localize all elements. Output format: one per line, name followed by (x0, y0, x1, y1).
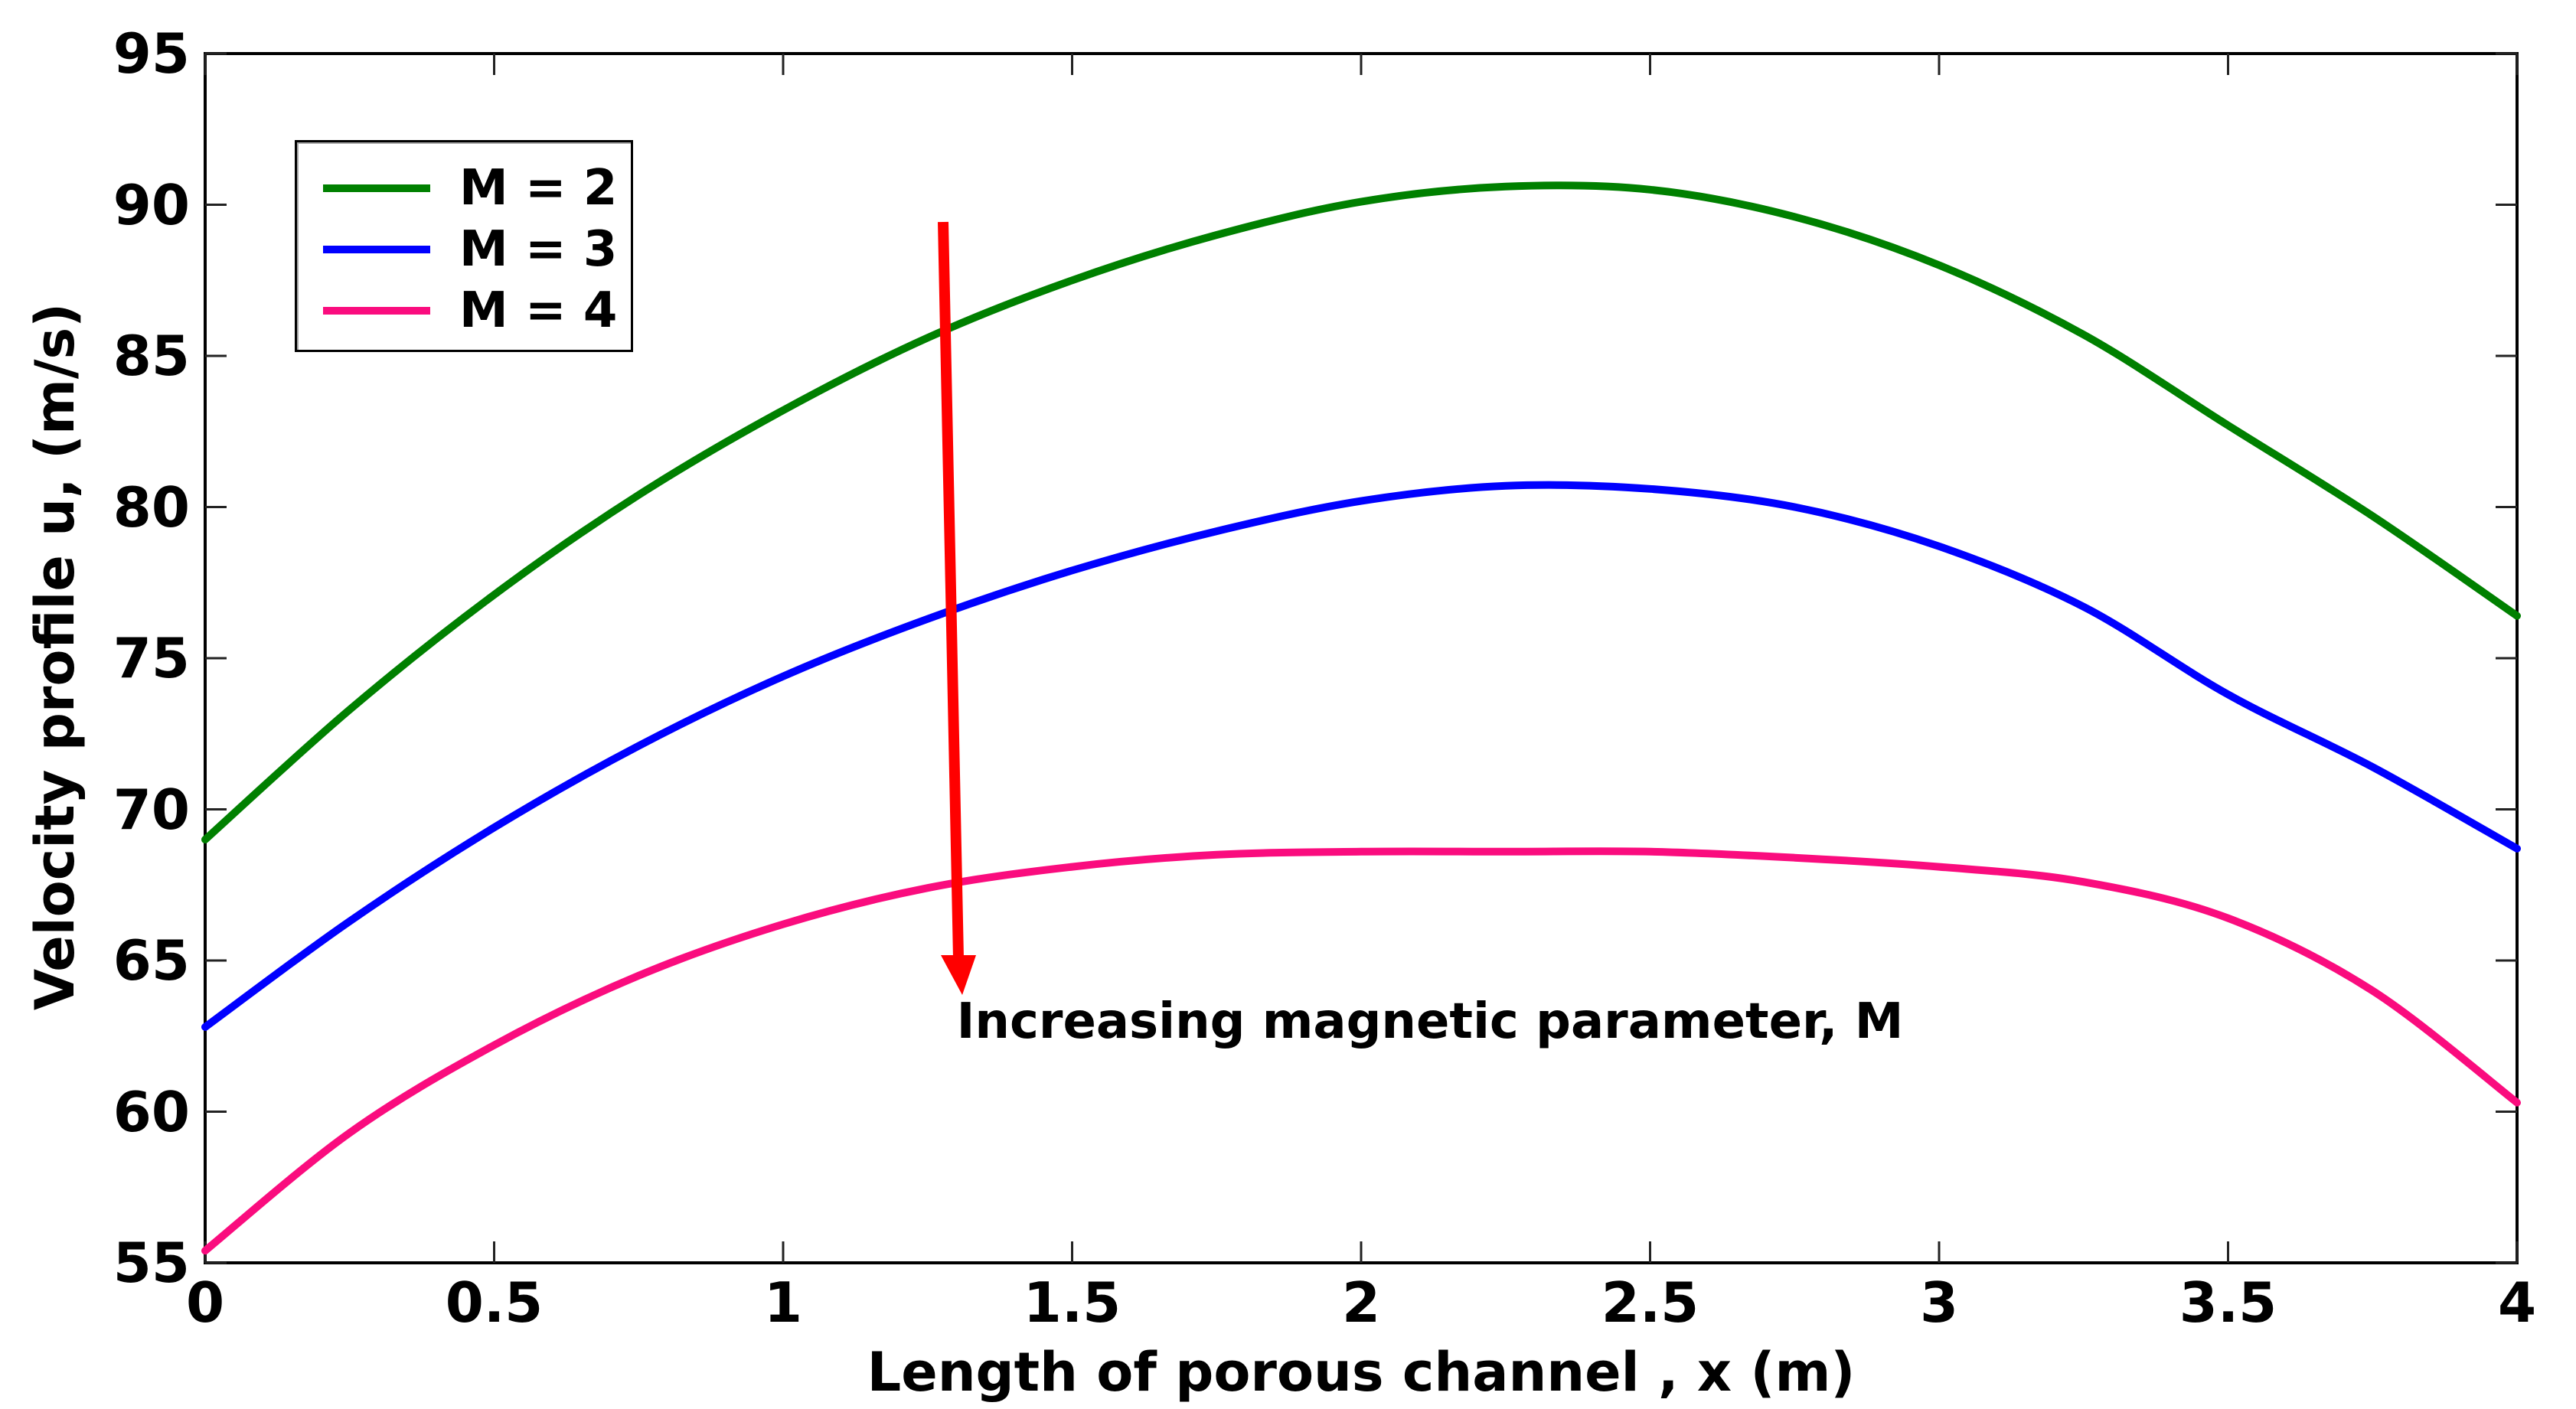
curve-m3 (201, 481, 2521, 1031)
legend-line-m2-swatch (323, 184, 430, 192)
x-tick-label: 0.5 (445, 1270, 544, 1335)
x-tick-label: 2 (1341, 1270, 1381, 1335)
y-tick-label: 95 (113, 21, 190, 86)
x-tick-label: 2.5 (1601, 1270, 1699, 1335)
legend-label-m3: M = 3 (459, 221, 618, 278)
down-arrow-shaft (938, 221, 964, 959)
x-tick-label: 1.5 (1023, 1270, 1121, 1335)
y-axis-title: Velocity profile u, (m/s) (24, 302, 87, 1011)
x-tick-label: 1 (763, 1270, 803, 1335)
x-tick-label: 4 (2497, 1270, 2537, 1335)
down-arrow-head (941, 955, 976, 995)
y-tick-label: 65 (113, 928, 190, 993)
annotation-increasing-m: Increasing magnetic parameter, M (956, 993, 1904, 1050)
x-tick-label: 3.5 (2179, 1270, 2277, 1335)
legend-box: M = 2 M = 3 M = 4 (295, 140, 633, 352)
legend-line-m3-swatch (323, 246, 430, 253)
y-tick-label: 60 (113, 1079, 190, 1144)
y-tick-label: 55 (113, 1231, 190, 1295)
y-tick-label: 90 (113, 172, 190, 237)
x-tick-label: 0 (185, 1270, 225, 1335)
y-tick-label: 75 (113, 626, 190, 690)
curve-m2 (201, 181, 2521, 843)
legend-line-m4-swatch (323, 307, 430, 315)
x-tick-label: 3 (1919, 1270, 1959, 1335)
legend-label-m2: M = 2 (459, 160, 618, 217)
y-tick-label: 80 (113, 475, 190, 540)
legend-label-m4: M = 4 (459, 282, 618, 339)
x-axis-title: Length of porous channel , x (m) (867, 1341, 1856, 1404)
curve-m4 (201, 847, 2521, 1255)
y-tick-label: 70 (113, 777, 190, 842)
y-tick-label: 85 (113, 324, 190, 388)
